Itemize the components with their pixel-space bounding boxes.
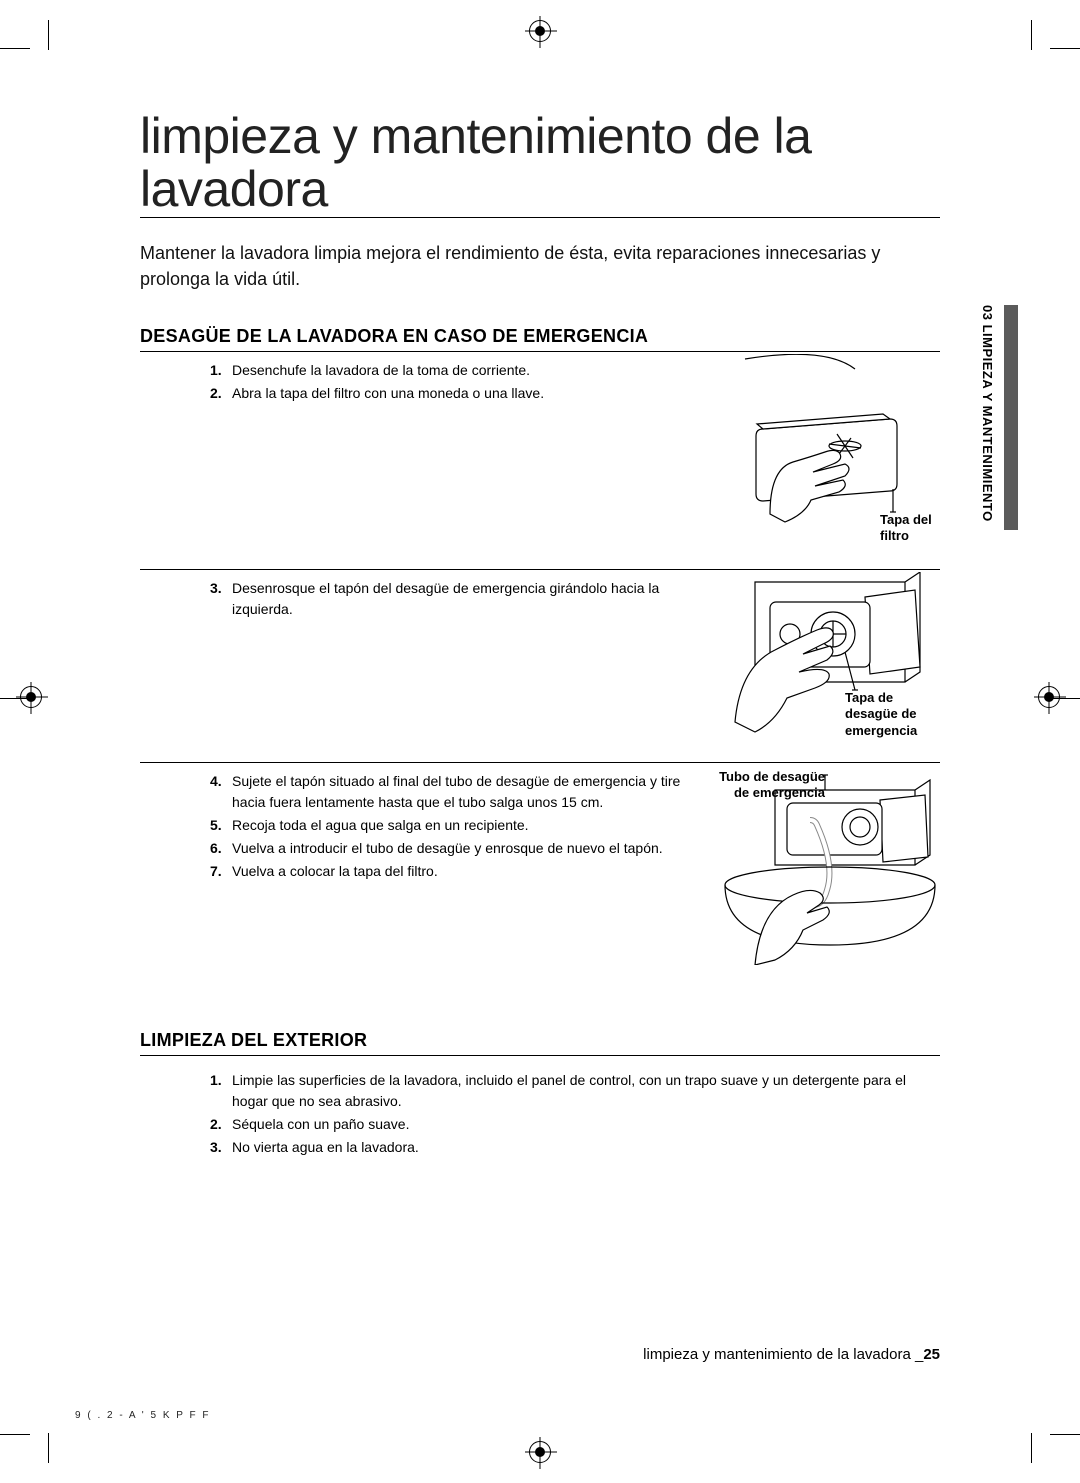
crop-mark <box>0 1434 30 1435</box>
step-block-1: 1.Desenchufe la lavadora de la toma de c… <box>140 352 940 570</box>
figure-filter-cover: Tapa del filtro <box>715 354 940 559</box>
section-tab-label: 03 LIMPIEZA Y MANTENIMIENTO <box>980 305 995 522</box>
step-text: 1.Limpie las superficies de la lavadora,… <box>210 1064 940 1160</box>
step-body: Limpie las superficies de la lavadora, i… <box>232 1070 940 1112</box>
step-body: Sujete el tapón situado al final del tub… <box>232 771 701 813</box>
step-body: Abra la tapa del filtro con una moneda o… <box>232 383 544 404</box>
step-number: 4. <box>210 771 232 813</box>
step-item: 2.Abra la tapa del filtro con una moneda… <box>210 383 701 404</box>
step-number: 2. <box>210 1114 232 1135</box>
step-body: Desenchufe la lavadora de la toma de cor… <box>232 360 530 381</box>
section-tab-bar <box>1004 305 1018 530</box>
title-rule <box>140 217 940 218</box>
figure-label: Tapa del filtro <box>880 512 940 545</box>
page-title: limpieza y mantenimiento de la lavadora <box>140 110 940 215</box>
section-heading-exterior: LIMPIEZA DEL EXTERIOR <box>140 1030 940 1056</box>
crop-mark <box>48 20 49 50</box>
step-item: 4.Sujete el tapón situado al final del t… <box>210 771 701 813</box>
step-body: Recoja toda el agua que salga en un reci… <box>232 815 529 836</box>
crop-mark <box>48 1433 49 1463</box>
step-number: 2. <box>210 383 232 404</box>
step-number: 1. <box>210 1070 232 1112</box>
registration-mark-icon <box>529 20 551 42</box>
step-body: Séquela con un paño suave. <box>232 1114 409 1135</box>
step-item: 6.Vuelva a introducir el tubo de desagüe… <box>210 838 701 859</box>
crop-mark <box>1050 1434 1080 1435</box>
step-body: Vuelva a colocar la tapa del filtro. <box>232 861 438 882</box>
step-number: 7. <box>210 861 232 882</box>
page-footer: limpieza y mantenimiento de la lavadora … <box>643 1346 940 1363</box>
crop-mark <box>0 48 30 49</box>
registration-mark-icon <box>529 1441 551 1463</box>
crop-mark <box>1031 20 1032 50</box>
step-text: 3.Desenrosque el tapón del desagüe de em… <box>210 572 715 752</box>
step-number: 5. <box>210 815 232 836</box>
section-heading-drain: DESAGÜE DE LA LAVADORA EN CASO DE EMERGE… <box>140 326 940 352</box>
figure-label: Tubo de desagüe de emergencia <box>715 769 825 802</box>
step-item: 7.Vuelva a colocar la tapa del filtro. <box>210 861 701 882</box>
footer-text: limpieza y mantenimiento de la lavadora … <box>643 1346 923 1363</box>
crop-mark <box>1050 48 1080 49</box>
crop-mark <box>1031 1433 1032 1463</box>
step-block-2: 3.Desenrosque el tapón del desagüe de em… <box>140 570 940 763</box>
step-body: No vierta agua en la lavadora. <box>232 1137 419 1158</box>
step-item: 5.Recoja toda el agua que salga en un re… <box>210 815 701 836</box>
step-item: 2.Séquela con un paño suave. <box>210 1114 940 1135</box>
step-number: 6. <box>210 838 232 859</box>
figure-drain-tube: Tubo de desagüe de emergencia <box>715 765 940 970</box>
step-item: 1.Desenchufe la lavadora de la toma de c… <box>210 360 701 381</box>
step-number: 3. <box>210 1137 232 1158</box>
step-body: Desenrosque el tapón del desagüe de emer… <box>232 578 701 620</box>
step-text: 4.Sujete el tapón situado al final del t… <box>210 765 715 970</box>
step-block-exterior: 1.Limpie las superficies de la lavadora,… <box>140 1056 940 1170</box>
step-number: 3. <box>210 578 232 620</box>
step-body: Vuelva a introducir el tubo de desagüe y… <box>232 838 663 859</box>
step-item: 3.No vierta agua en la lavadora. <box>210 1137 940 1158</box>
print-job-line: 9 ( . 2 - A ' 5 K P F F <box>75 1410 211 1421</box>
registration-mark-icon <box>1038 686 1060 708</box>
registration-mark-icon <box>20 686 42 708</box>
step-item: 3.Desenrosque el tapón del desagüe de em… <box>210 578 701 620</box>
step-text: 1.Desenchufe la lavadora de la toma de c… <box>210 354 715 559</box>
step-item: 1.Limpie las superficies de la lavadora,… <box>210 1070 940 1112</box>
figure-label: Tapa de desagüe de emergencia <box>845 690 940 739</box>
step-number: 1. <box>210 360 232 381</box>
step-block-3: 4.Sujete el tapón situado al final del t… <box>140 763 940 980</box>
page-number: 25 <box>923 1346 940 1363</box>
page-content: limpieza y mantenimiento de la lavadora … <box>140 110 940 1170</box>
figure-drain-cap: Tapa de desagüe de emergencia <box>715 572 940 752</box>
intro-text: Mantener la lavadora limpia mejora el re… <box>140 240 940 292</box>
